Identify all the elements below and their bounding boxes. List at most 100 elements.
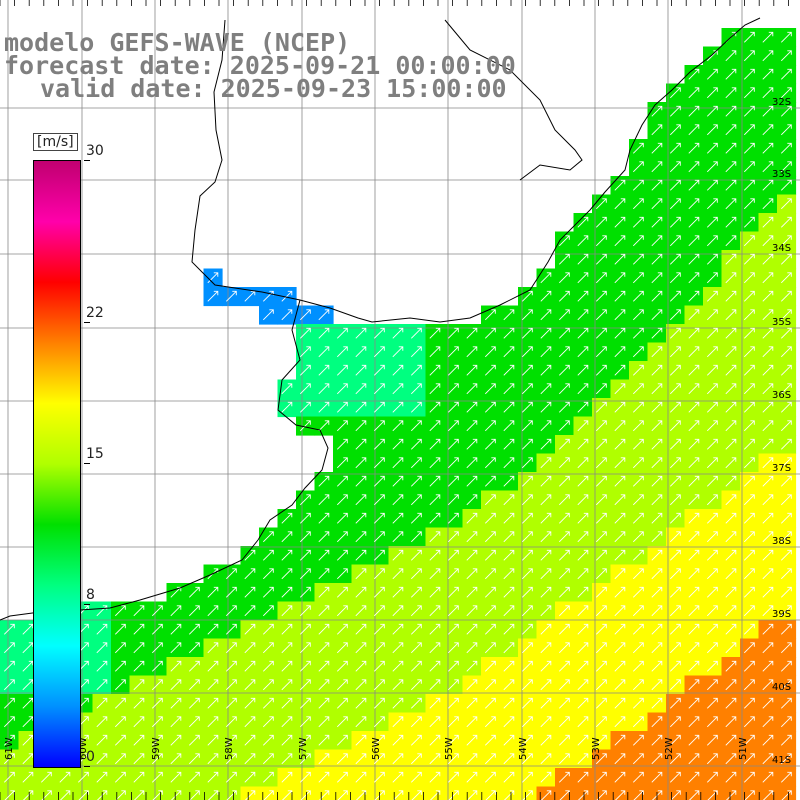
wind-arrow <box>318 346 330 358</box>
wind-speed-cell <box>0 786 20 800</box>
wind-arrow <box>743 549 755 561</box>
wind-arrow <box>743 697 755 709</box>
wind-arrow <box>577 401 589 413</box>
wind-arrow <box>244 734 256 746</box>
wind-arrow <box>762 124 774 136</box>
wind-arrow <box>3 679 15 691</box>
wind-arrow <box>133 660 145 672</box>
wind-arrow <box>725 494 737 506</box>
wind-arrow <box>503 697 515 709</box>
wind-arrow <box>503 771 515 783</box>
wind-arrow <box>281 753 293 765</box>
wind-arrow <box>521 401 533 413</box>
wind-arrow <box>244 771 256 783</box>
wind-arrow <box>706 623 718 635</box>
wind-arrow <box>429 679 441 691</box>
wind-arrow <box>336 420 348 432</box>
wind-arrow <box>632 475 644 487</box>
wind-arrow <box>318 660 330 672</box>
wind-arrow <box>521 771 533 783</box>
wind-arrow <box>540 420 552 432</box>
wind-arrow <box>207 753 219 765</box>
wind-arrow <box>762 697 774 709</box>
wind-arrow <box>3 753 15 765</box>
wind-arrow <box>632 512 644 524</box>
wind-arrow <box>558 568 570 580</box>
wind-arrow <box>558 346 570 358</box>
wind-arrow <box>688 679 700 691</box>
colorbar-tick-label: 0 <box>86 749 95 765</box>
longitude-label: 54W <box>518 737 529 760</box>
wind-arrow <box>225 753 237 765</box>
wind-arrow <box>632 253 644 265</box>
wind-arrow <box>725 771 737 783</box>
wind-speed-cell <box>703 786 723 800</box>
wind-arrow <box>410 383 422 395</box>
wind-arrow <box>521 475 533 487</box>
wind-arrow <box>577 327 589 339</box>
wind-arrow <box>429 475 441 487</box>
wind-arrow <box>595 623 607 635</box>
wind-arrow <box>688 68 700 80</box>
wind-arrow <box>706 383 718 395</box>
wind-arrow <box>225 679 237 691</box>
wind-arrow <box>336 364 348 376</box>
wind-arrow <box>743 235 755 247</box>
wind-arrow <box>743 87 755 99</box>
wind-arrow <box>669 216 681 228</box>
wind-arrow <box>336 327 348 339</box>
wind-arrow <box>281 734 293 746</box>
wind-arrow <box>706 253 718 265</box>
wind-arrow <box>725 309 737 321</box>
wind-arrow <box>669 771 681 783</box>
wind-arrow <box>188 716 200 728</box>
wind-arrow <box>336 642 348 654</box>
wind-arrow <box>706 438 718 450</box>
wind-arrow <box>669 253 681 265</box>
wind-arrow <box>595 253 607 265</box>
wind-arrow <box>281 716 293 728</box>
wind-arrow <box>503 475 515 487</box>
wind-arrow <box>429 771 441 783</box>
wind-arrow <box>521 327 533 339</box>
wind-arrow <box>503 790 515 800</box>
wind-arrow <box>577 549 589 561</box>
wind-arrow <box>558 753 570 765</box>
wind-arrow <box>410 568 422 580</box>
wind-arrow <box>743 531 755 543</box>
wind-arrow <box>706 586 718 598</box>
wind-arrow <box>651 383 663 395</box>
wind-arrow <box>392 753 404 765</box>
wind-arrow <box>595 660 607 672</box>
wind-arrow <box>466 568 478 580</box>
wind-arrow <box>632 660 644 672</box>
wind-arrow <box>373 753 385 765</box>
wind-arrow <box>373 716 385 728</box>
wind-arrow <box>299 586 311 598</box>
wind-arrow <box>521 420 533 432</box>
wind-arrow <box>540 475 552 487</box>
wind-arrow <box>188 734 200 746</box>
wind-arrow <box>262 771 274 783</box>
wind-arrow <box>651 401 663 413</box>
wind-arrow <box>466 494 478 506</box>
wind-arrow <box>170 734 182 746</box>
wind-arrow <box>762 771 774 783</box>
wind-arrow <box>447 383 459 395</box>
wind-speed-cell <box>407 786 427 800</box>
wind-arrow <box>595 457 607 469</box>
wind-arrow <box>281 660 293 672</box>
wind-arrow <box>688 642 700 654</box>
wind-arrow <box>503 420 515 432</box>
wind-arrow <box>669 327 681 339</box>
wind-arrow <box>114 605 126 617</box>
wind-arrow <box>780 253 792 265</box>
wind-arrow <box>725 383 737 395</box>
latitude-label: 34S <box>772 243 791 254</box>
wind-speed-cell <box>166 786 186 800</box>
wind-arrow <box>614 198 626 210</box>
wind-arrow <box>521 438 533 450</box>
wind-arrow <box>373 346 385 358</box>
wind-arrow <box>151 660 163 672</box>
wind-arrow <box>262 586 274 598</box>
